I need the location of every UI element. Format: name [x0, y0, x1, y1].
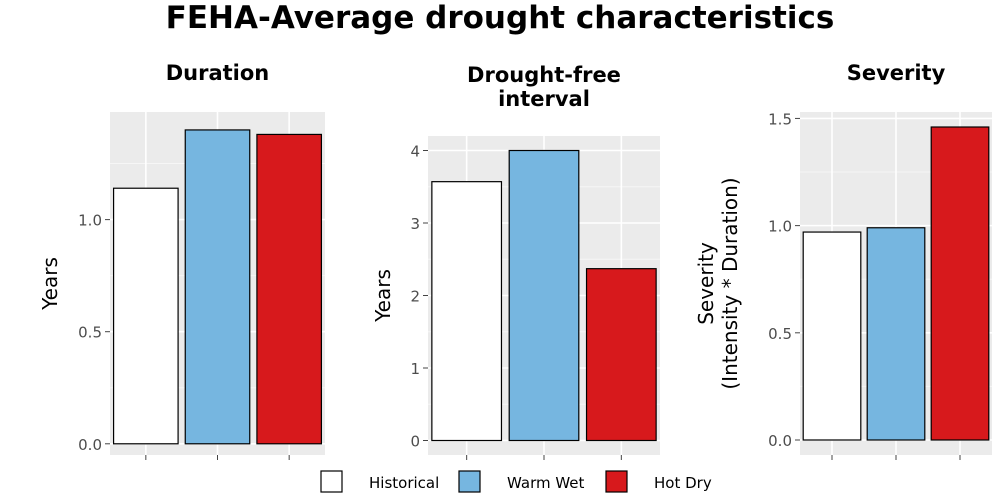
bar-historical	[431, 181, 503, 442]
y-axis-label: Severity(Intensity * Duration)	[694, 177, 742, 389]
y-tick-label: 0.0	[78, 436, 102, 454]
y-tick-label: 1.0	[78, 212, 102, 230]
legend-label: Warm Wet	[507, 474, 585, 492]
y-tick-label: 2	[410, 288, 420, 306]
chart-title: FEHA-Average drought characteristics	[166, 0, 835, 36]
panel-title-line: Duration	[166, 61, 270, 85]
panel-title: Duration	[166, 61, 270, 85]
legend-swatch	[605, 470, 628, 493]
y-axis-label: Years	[38, 257, 62, 311]
bar-hot-dry	[585, 268, 657, 442]
bar-warm-wet	[184, 129, 251, 445]
panel-title-line: Severity	[847, 61, 946, 85]
legend-label: Historical	[369, 474, 439, 492]
panel-title: Drought-free interval	[467, 63, 621, 111]
panel-2: 0 1 2 3 4 Drought-free interval Years	[371, 63, 660, 460]
y-axis-label: Years	[371, 269, 395, 323]
y-tick-label: 3	[410, 215, 420, 233]
bar-hot-dry	[256, 133, 323, 445]
legend-label: Hot Dry	[654, 474, 712, 492]
legend-item-warm-wet: Warm Wet	[458, 470, 585, 493]
bar-historical	[802, 231, 862, 441]
y-axis-label-line: Severity	[694, 242, 718, 325]
y-axis-label-line: (Intensity * Duration)	[718, 177, 742, 389]
panel-1: 0.0 0.5 1.0 Duration Years	[38, 61, 325, 460]
y-tick-label: 0.5	[78, 324, 102, 342]
legend-swatch	[320, 470, 343, 493]
bar-warm-wet	[866, 227, 926, 441]
y-tick-label: 1.0	[768, 218, 792, 236]
y-axis-label-line: Years	[371, 269, 395, 323]
legend: Historical Warm Wet Hot Dry	[320, 470, 712, 493]
y-axis-label-line: Years	[38, 257, 62, 311]
panels: 0.0 0.5 1.0 Duration Years 0 1 2 3 4 Drought-free i…	[38, 61, 992, 460]
y-tick-label: 0.5	[768, 325, 792, 343]
y-tick-label: 1.5	[768, 110, 792, 128]
legend-item-hot-dry: Hot Dry	[605, 470, 712, 493]
panel-title: Severity	[847, 61, 946, 85]
y-tick-label: 0	[410, 433, 420, 451]
panel-title-line: Drought-free	[467, 63, 621, 87]
y-tick-label: 1	[410, 360, 420, 378]
legend-item-historical: Historical	[320, 470, 439, 493]
bar-historical	[112, 187, 179, 445]
legend-swatch	[458, 470, 481, 493]
y-tick-label: 0.0	[768, 432, 792, 450]
y-tick-label: 4	[410, 143, 420, 161]
bar-hot-dry	[930, 126, 990, 441]
bar-warm-wet	[508, 149, 580, 442]
panel-title-line: interval	[498, 87, 590, 111]
